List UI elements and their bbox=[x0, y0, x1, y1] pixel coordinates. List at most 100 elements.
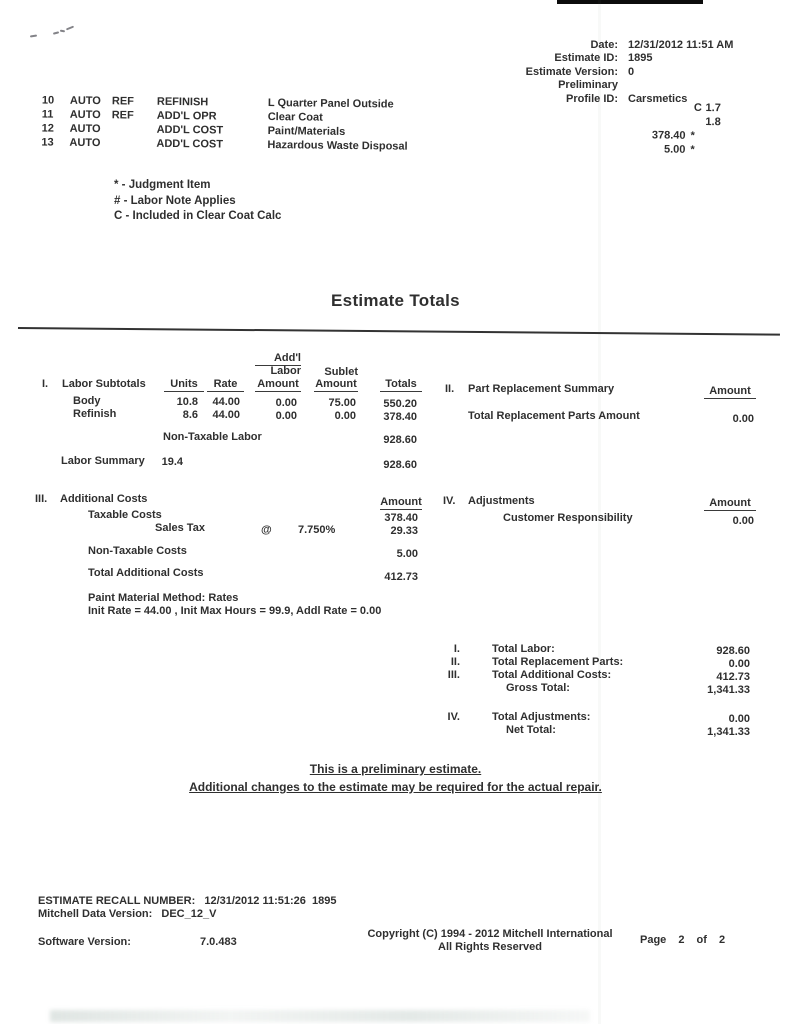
date-label: Date: bbox=[590, 39, 618, 51]
adjustments-title: Adjustments bbox=[468, 495, 535, 507]
labor-summary-units: 19.4 bbox=[161, 456, 183, 468]
gross-total-label: Gross Total: bbox=[506, 682, 570, 694]
line-amount: 5.00 bbox=[663, 143, 686, 156]
total-replacement-value: 0.00 bbox=[728, 658, 750, 670]
page-total: 2 bbox=[719, 934, 726, 946]
labor-row-label: Body bbox=[73, 395, 101, 407]
paint-method-note: Paint Material Method: Rates bbox=[88, 592, 239, 604]
total-additional-costs-label: Total Additional Costs bbox=[88, 567, 204, 579]
total-additional-costs-value: 412.73 bbox=[384, 571, 418, 583]
line-operation: ADD'L OPR bbox=[156, 109, 217, 123]
total-adjustments-value: 0.00 bbox=[728, 713, 750, 725]
adjustments-amount-header: Amount bbox=[704, 497, 756, 511]
meta-row-preliminary: Preliminary bbox=[468, 79, 733, 92]
additional-amount-header: Amount bbox=[380, 496, 422, 510]
net-total-value: 1,341.33 bbox=[707, 726, 750, 738]
date-value: 12/31/2012 11:51 AM bbox=[628, 39, 734, 51]
labor-row-label: Refinish bbox=[73, 408, 117, 420]
software-version-label: Software Version: bbox=[38, 936, 131, 948]
non-taxable-labor-label: Non-Taxable Labor bbox=[163, 431, 262, 443]
judgment-asterisk: * bbox=[690, 129, 695, 142]
notice-line-1: This is a preliminary estimate. bbox=[309, 762, 482, 776]
line-operation: ADD'L COST bbox=[156, 137, 224, 151]
line-description: L Quarter Panel Outside bbox=[267, 97, 394, 111]
non-taxable-costs-value: 5.00 bbox=[396, 548, 418, 560]
meta-row-estimate-version: Estimate Version: 0 bbox=[468, 66, 733, 79]
recall-number-line: ESTIMATE RECALL NUMBER: 12/31/2012 11:51… bbox=[38, 895, 336, 907]
sales-tax-value: 29.33 bbox=[390, 525, 418, 537]
total-replacement-parts-value: 0.00 bbox=[732, 413, 754, 425]
at-symbol: @ bbox=[261, 524, 272, 536]
sublet-header-line1: Sublet bbox=[324, 366, 358, 378]
recall-number-label: ESTIMATE RECALL NUMBER: bbox=[38, 895, 196, 907]
labor-summary-label: Labor Summary bbox=[61, 455, 145, 467]
page-indicator: Page 2 of 2 bbox=[640, 934, 725, 946]
symbol-legend: * - Judgment Item # - Labor Note Applies… bbox=[114, 178, 281, 225]
part-replacement-title: Part Replacement Summary bbox=[468, 383, 615, 395]
labor-row-rate: 44.00 bbox=[212, 396, 240, 408]
summary-numeral: II. bbox=[450, 656, 460, 668]
summary-numeral: IV. bbox=[447, 711, 460, 723]
meta-row-estimate-id: Estimate ID: 1895 bbox=[468, 52, 733, 65]
labor-row-units: 8.6 bbox=[182, 409, 198, 421]
copyright-line-1: Copyright (C) 1994 - 2012 Mitchell Inter… bbox=[367, 928, 613, 940]
line-ref: REF bbox=[111, 109, 134, 122]
estimate-id-label: Estimate ID: bbox=[554, 52, 618, 65]
profile-id-value: Carsmetics bbox=[628, 92, 688, 105]
total-replacement-parts-label: Total Replacement Parts Amount bbox=[468, 410, 640, 422]
line-number: 11 bbox=[41, 108, 54, 121]
clear-coat-flag: C bbox=[693, 101, 702, 114]
labor-summary-total: 928.60 bbox=[383, 459, 417, 471]
line-hours: 1.7 bbox=[705, 102, 721, 115]
taxable-costs-value: 378.40 bbox=[384, 512, 418, 524]
labor-row-addl: 0.00 bbox=[275, 397, 297, 409]
total-additional-value: 412.73 bbox=[716, 671, 750, 683]
preliminary-notice: This is a preliminary estimate. Addition… bbox=[0, 760, 791, 796]
data-version-line: Mitchell Data Version: DEC_12_V bbox=[38, 908, 216, 920]
meta-row-date: Date: 12/31/2012 11:51 AM bbox=[468, 39, 733, 52]
additional-costs-title: Additional Costs bbox=[60, 493, 148, 505]
addl-header-line3: Amount bbox=[255, 378, 301, 392]
line-type: AUTO bbox=[69, 94, 101, 108]
data-version-value: DEC_12_V bbox=[161, 908, 217, 920]
line-type: AUTO bbox=[69, 108, 101, 122]
total-labor-value: 928.60 bbox=[716, 645, 750, 657]
estimate-version-value: 0 bbox=[628, 65, 635, 78]
line-number: 12 bbox=[41, 122, 54, 135]
total-replacement-label: Total Replacement Parts: bbox=[492, 656, 624, 668]
units-header: Units bbox=[164, 378, 204, 392]
estimate-id-value: 1895 bbox=[628, 52, 653, 65]
section-numeral-4: IV. bbox=[443, 495, 456, 507]
judgment-asterisk: * bbox=[690, 143, 695, 156]
customer-responsibility-label: Customer Responsibility bbox=[503, 512, 633, 524]
estimate-header-meta: Date: 12/31/2012 11:51 AM Estimate ID: 189… bbox=[468, 39, 734, 106]
sales-tax-rate: 7.750% bbox=[298, 524, 336, 536]
labor-row-rate: 44.00 bbox=[212, 409, 240, 421]
profile-id-label: Profile ID: bbox=[566, 92, 618, 105]
taxable-costs-label: Taxable Costs bbox=[88, 509, 162, 521]
line-description: Clear Coat bbox=[267, 111, 323, 124]
init-rate-note: Init Rate = 44.00 , Init Max Hours = 99.… bbox=[88, 605, 382, 617]
total-labor-label: Total Labor: bbox=[492, 643, 555, 655]
non-taxable-costs-label: Non-Taxable Costs bbox=[88, 545, 187, 557]
line-type: AUTO bbox=[69, 122, 101, 136]
line-description: Hazardous Waste Disposal bbox=[267, 139, 408, 153]
page-current: 2 bbox=[678, 934, 685, 946]
pencil-mark bbox=[52, 31, 60, 35]
legend-judgment-item: * - Judgment Item bbox=[114, 179, 211, 191]
scan-edge-bar bbox=[557, 0, 703, 4]
line-number: 13 bbox=[41, 136, 54, 149]
line-operation: ADD'L COST bbox=[156, 123, 224, 137]
section-numeral-2: II. bbox=[445, 383, 455, 395]
estimate-version-label: Estimate Version: bbox=[525, 65, 618, 78]
line-operation: REFINISH bbox=[156, 95, 209, 109]
section-numeral-1: I. bbox=[42, 378, 49, 390]
copyright-block: Copyright (C) 1994 - 2012 Mitchell Inter… bbox=[280, 928, 700, 954]
line-hours: 1.8 bbox=[705, 116, 721, 129]
line-type: AUTO bbox=[69, 136, 101, 150]
section-numeral-3: III. bbox=[35, 493, 48, 505]
data-version-label: Mitchell Data Version: bbox=[38, 908, 153, 920]
non-taxable-labor-total: 928.60 bbox=[383, 434, 417, 446]
copyright-line-2: All Rights Reserved bbox=[438, 941, 542, 953]
section-divider-rule bbox=[17, 327, 780, 336]
